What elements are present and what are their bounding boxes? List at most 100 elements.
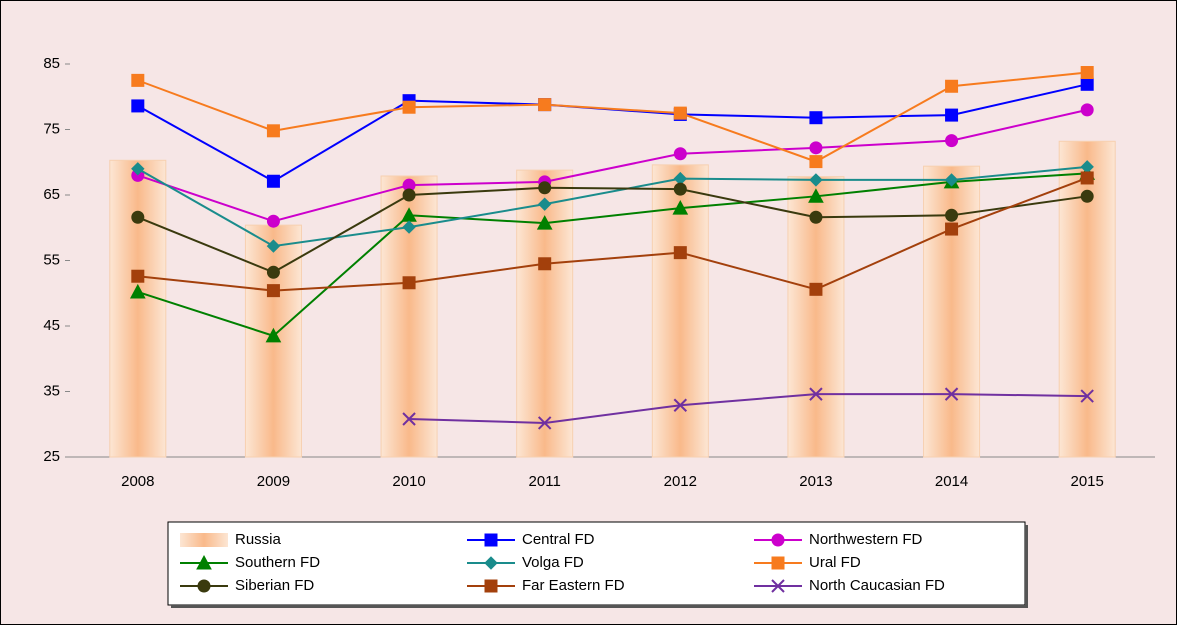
marker xyxy=(266,214,280,228)
legend-box xyxy=(167,521,1026,606)
marker xyxy=(537,416,552,430)
series-line xyxy=(137,165,1088,248)
marker xyxy=(1080,171,1094,185)
marker xyxy=(402,276,416,290)
series-line xyxy=(137,108,1088,223)
x-tick-label: 2015 xyxy=(1071,473,1104,490)
legend-label: Ural FD xyxy=(809,554,861,571)
bar xyxy=(109,159,167,458)
marker xyxy=(402,220,416,234)
marker xyxy=(771,556,785,570)
marker xyxy=(808,188,824,203)
marker xyxy=(536,215,553,230)
marker xyxy=(131,210,145,224)
marker xyxy=(1080,66,1094,80)
x-tick-label: 2008 xyxy=(121,473,154,490)
marker xyxy=(1080,389,1094,403)
x-tick-label: 2013 xyxy=(799,473,832,490)
marker xyxy=(129,283,146,299)
x-tick-label: 2010 xyxy=(392,473,425,490)
marker xyxy=(945,208,959,222)
y-tick-label: 75 xyxy=(43,120,60,137)
marker xyxy=(265,327,282,343)
marker xyxy=(945,79,959,93)
legend-label: Russia xyxy=(235,531,282,548)
y-tick-label: 35 xyxy=(43,382,60,399)
marker xyxy=(266,239,281,253)
y-tick-label: 55 xyxy=(43,251,60,268)
marker xyxy=(196,554,212,570)
marker xyxy=(1080,77,1094,91)
marker xyxy=(131,73,145,87)
marker xyxy=(131,269,145,283)
legend-shadow xyxy=(1025,525,1028,608)
marker xyxy=(1080,189,1094,203)
marker xyxy=(809,155,823,169)
marker xyxy=(809,282,823,296)
marker xyxy=(673,246,687,260)
marker xyxy=(672,200,689,215)
series-line xyxy=(409,393,1088,424)
x-tick-label: 2009 xyxy=(257,473,290,490)
y-tick-label: 45 xyxy=(43,317,60,334)
marker xyxy=(771,533,785,547)
marker xyxy=(484,579,498,593)
legend-label: Central FD xyxy=(522,531,595,548)
marker xyxy=(266,124,280,138)
marker xyxy=(809,111,823,125)
marker xyxy=(944,173,959,187)
marker xyxy=(266,265,280,279)
series-line xyxy=(137,177,1088,292)
y-tick-label: 85 xyxy=(43,55,60,72)
marker xyxy=(538,257,552,271)
legend-label: Southern FD xyxy=(235,554,320,571)
marker xyxy=(945,134,959,148)
marker xyxy=(537,197,552,211)
legend-label: Volga FD xyxy=(522,554,584,571)
legend-label: Far Eastern FD xyxy=(522,577,625,594)
marker xyxy=(809,210,823,224)
marker xyxy=(673,182,687,196)
marker xyxy=(945,222,959,236)
marker xyxy=(1080,103,1094,117)
marker xyxy=(809,387,823,401)
marker xyxy=(266,174,280,188)
series-line xyxy=(137,71,1088,163)
y-tick-label: 25 xyxy=(43,448,60,465)
marker xyxy=(673,106,687,120)
marker xyxy=(197,579,211,593)
marker xyxy=(131,162,145,176)
marker xyxy=(484,533,498,547)
marker xyxy=(809,141,823,155)
legend-label: Northwestern FD xyxy=(809,531,923,548)
marker xyxy=(944,387,959,401)
marker xyxy=(809,173,823,187)
legend-label: North Caucasian FD xyxy=(809,577,945,594)
marker xyxy=(945,108,959,122)
marker xyxy=(673,398,688,412)
marker xyxy=(673,147,687,161)
x-tick-label: 2011 xyxy=(529,473,561,490)
marker xyxy=(538,98,552,112)
bar xyxy=(516,169,574,458)
bar xyxy=(1058,140,1116,458)
legend-swatch xyxy=(180,533,228,547)
x-tick-label: 2012 xyxy=(664,473,697,490)
marker xyxy=(131,99,145,113)
marker xyxy=(538,181,552,195)
legend-shadow xyxy=(171,605,1028,608)
marker xyxy=(266,284,280,298)
series-line xyxy=(137,172,1088,337)
x-tick-label: 2014 xyxy=(935,473,968,490)
legend-label: Siberian FD xyxy=(235,577,314,594)
y-tick-label: 65 xyxy=(43,186,60,203)
marker xyxy=(402,188,416,202)
marker xyxy=(402,412,416,426)
marker xyxy=(402,100,416,114)
marker xyxy=(771,579,785,593)
series-line xyxy=(137,186,1088,274)
bar xyxy=(380,175,438,458)
marker xyxy=(484,556,498,570)
